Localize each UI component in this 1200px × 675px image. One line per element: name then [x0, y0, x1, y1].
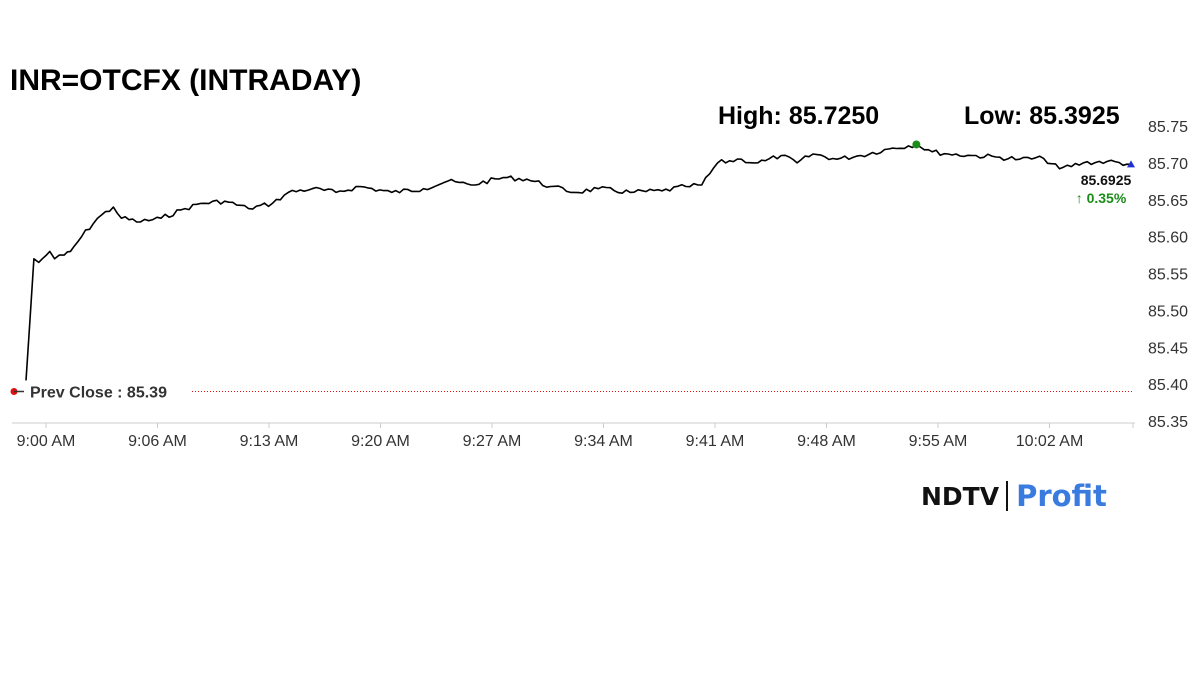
- price-series-line: [25, 143, 1132, 381]
- x-tick-label: 9:20 AM: [351, 433, 410, 450]
- change-percent-label: ↑ 0.35%: [1076, 190, 1127, 206]
- logo-separator: [1006, 481, 1009, 511]
- y-tick-label: 85.75: [1148, 119, 1188, 136]
- y-tick-label: 85.45: [1148, 340, 1188, 357]
- y-tick-label: 85.65: [1148, 193, 1188, 210]
- x-tick-label: 9:13 AM: [240, 433, 299, 450]
- y-tick-label: 85.70: [1148, 156, 1188, 173]
- y-tick-label: 85.50: [1148, 303, 1188, 320]
- high-marker: [912, 140, 921, 149]
- logo-profit-text: Profit: [1016, 479, 1107, 513]
- chart-title: INR=OTCFX (INTRADAY): [10, 64, 362, 97]
- last-value-label: 85.6925: [1081, 172, 1132, 188]
- x-tick-label: 9:41 AM: [686, 433, 745, 450]
- x-tick-label: 9:48 AM: [797, 433, 856, 450]
- y-tick-label: 85.60: [1148, 230, 1188, 247]
- x-tick-label: 9:00 AM: [17, 433, 76, 450]
- prev-close-label: Prev Close : 85.39: [30, 385, 167, 402]
- low-label: Low: 85.3925: [964, 102, 1120, 130]
- x-tick-label: 9:06 AM: [128, 433, 187, 450]
- logo-ndtv-text: NDTV: [921, 481, 1000, 511]
- last-price-marker: [1127, 160, 1135, 168]
- y-tick-label: 85.35: [1148, 414, 1188, 431]
- high-label: High: 85.7250: [718, 102, 880, 130]
- y-tick-label: 85.55: [1148, 267, 1188, 284]
- x-tick-label: 10:02 AM: [1016, 433, 1084, 450]
- y-tick-label: 85.40: [1148, 377, 1188, 394]
- x-tick-label: 9:34 AM: [574, 433, 633, 450]
- x-tick-label: 9:27 AM: [463, 433, 522, 450]
- ndtv-profit-logo: NDTV Profit: [921, 478, 1107, 514]
- x-tick-label: 9:55 AM: [909, 433, 968, 450]
